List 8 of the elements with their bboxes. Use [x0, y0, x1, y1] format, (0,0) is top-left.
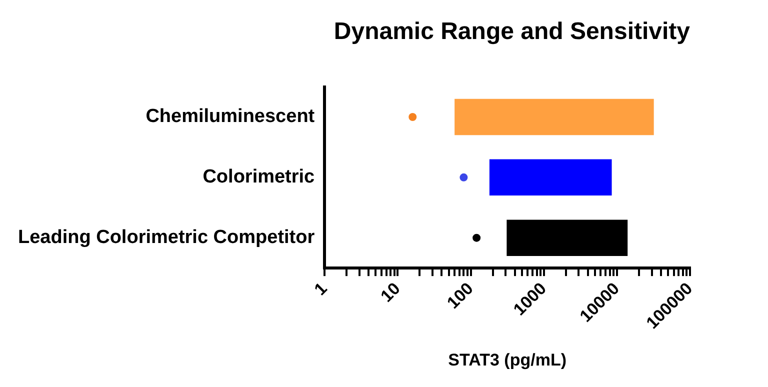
y-tick-label: Leading Colorimetric Competitor [18, 227, 316, 248]
x-tick-label: 10 [377, 278, 404, 306]
y-tick-label: Colorimetric [202, 166, 316, 188]
y-tick-label: Chemiluminescent [146, 106, 316, 128]
x-axis-title: STAT3 (pg/mL) [448, 350, 566, 370]
chart-title: Dynamic Range and Sensitivity [334, 18, 691, 46]
x-tick-label: 100 [443, 278, 477, 312]
x-tick-label: 1 [310, 278, 331, 300]
